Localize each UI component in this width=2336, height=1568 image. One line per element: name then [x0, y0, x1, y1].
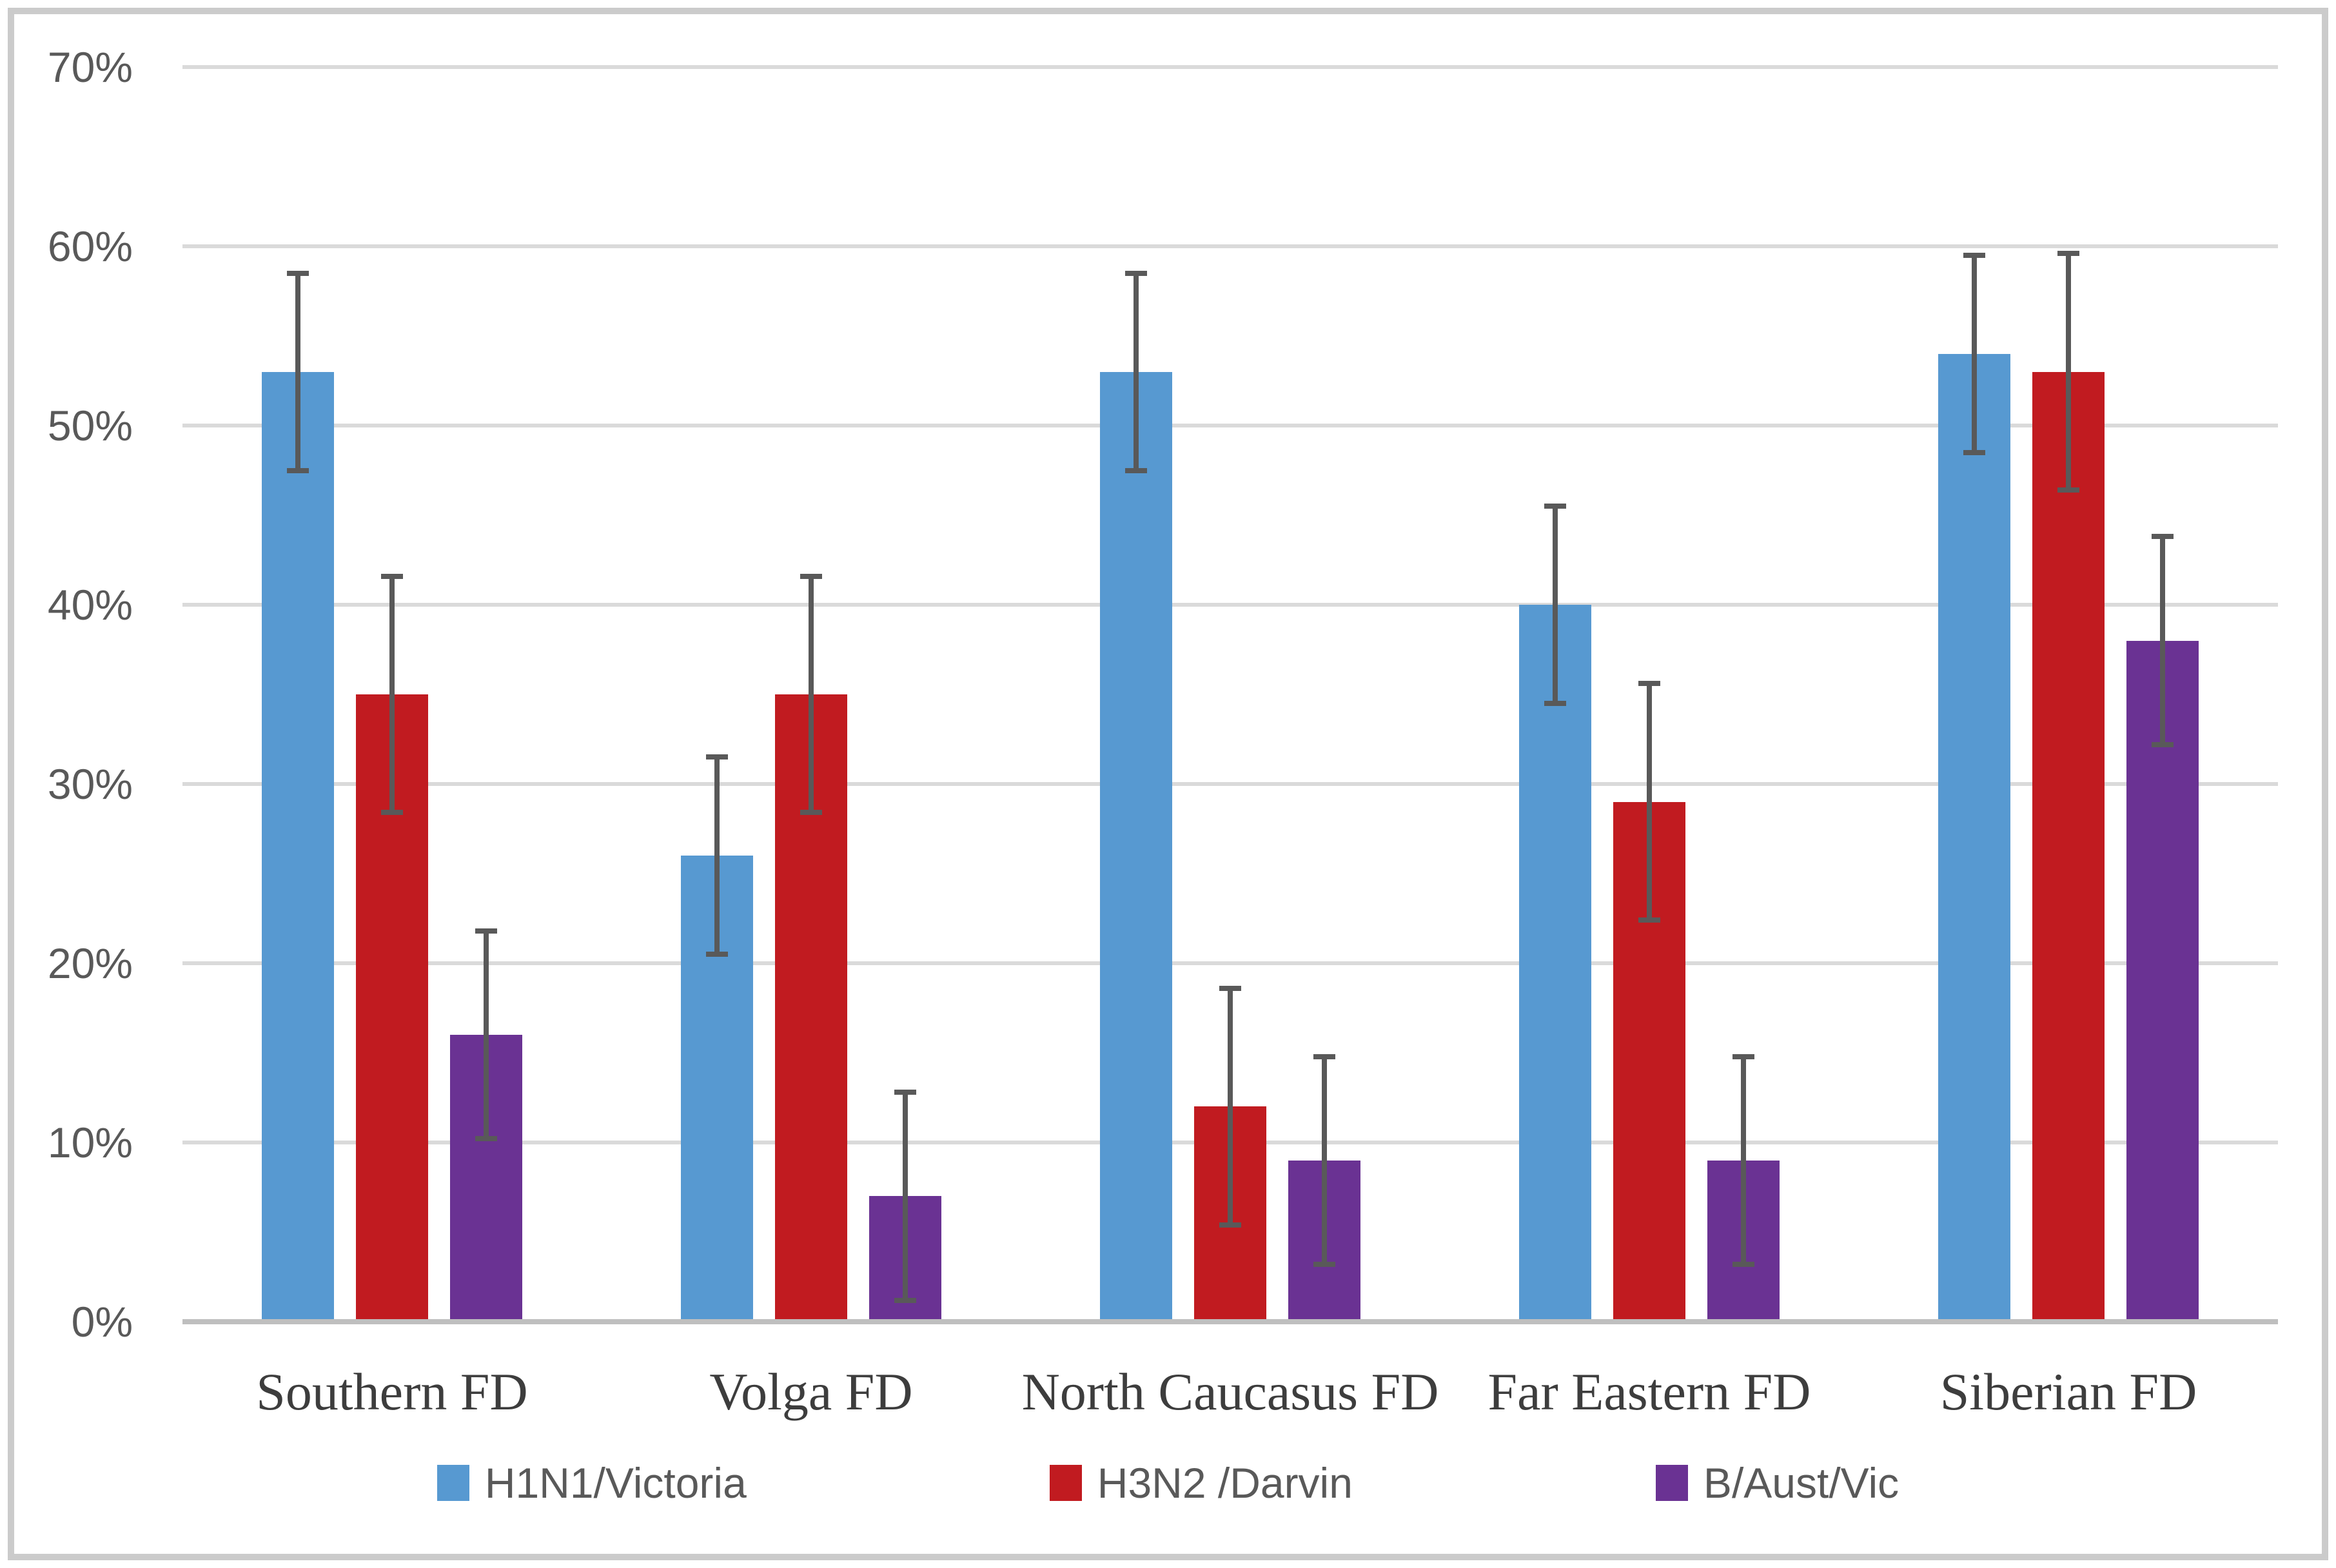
error-bar-b-aust-vic-north-caucasus-fd [1322, 1056, 1327, 1265]
legend-label-b-aust-vic: B/Aust/Vic [1703, 1459, 1899, 1507]
x-axis-label-north-caucasus-fd: North Caucasus FD [1021, 1362, 1439, 1421]
error-bar-cap-top [1313, 1054, 1335, 1059]
error-bar-cap-bottom [2152, 741, 2174, 747]
error-bar-cap-bottom [475, 1136, 497, 1142]
legend-label-h1n1-victoria: H1N1/Victoria [484, 1459, 747, 1507]
error-bar-h1n1-victoria-north-caucasus-fd [1134, 273, 1139, 471]
error-bar-cap-bottom [894, 1297, 916, 1303]
y-tick-label-70: 70% [47, 43, 133, 91]
bar-h1n1-victoria-southern-fd [262, 371, 334, 1322]
error-bar-h1n1-victoria-southern-fd [295, 273, 300, 471]
error-bar-b-aust-vic-southern-fd [484, 930, 489, 1139]
error-bar-cap-bottom [381, 810, 403, 816]
bar-b-aust-vic-siberian-fd [2126, 640, 2199, 1322]
error-bar-cap-top [800, 573, 822, 579]
error-bar-cap-bottom [2057, 487, 2079, 493]
legend-item-h3n2-darvin: H3N2 /Darvin [1049, 1458, 1353, 1507]
gridline-30 [182, 782, 2278, 786]
error-bar-cap-bottom [1544, 700, 1566, 706]
y-tick-label-20: 20% [47, 939, 133, 987]
x-axis-label-southern-fd: Southern FD [256, 1362, 528, 1421]
error-bar-cap-bottom [1313, 1262, 1335, 1268]
gridline-50 [182, 424, 2278, 427]
error-bar-h1n1-victoria-far-eastern-fd [1553, 506, 1558, 703]
error-bar-b-aust-vic-volga-fd [903, 1092, 908, 1300]
error-bar-cap-top [894, 1090, 916, 1095]
y-tick-label-30: 30% [47, 760, 133, 808]
y-tick-label-0: 0% [71, 1298, 133, 1346]
bar-h1n1-victoria-far-eastern-fd [1519, 605, 1591, 1322]
legend-item-h1n1-victoria: H1N1/Victoria [437, 1458, 747, 1507]
y-tick-label-50: 50% [47, 402, 133, 449]
error-bar-cap-bottom [1219, 1222, 1241, 1228]
bar-h3n2-darvin-siberian-fd [2032, 371, 2105, 1322]
error-bar-cap-bottom [706, 952, 728, 957]
error-bar-cap-top [1544, 504, 1566, 509]
bar-h1n1-victoria-north-caucasus-fd [1100, 371, 1172, 1322]
error-bar-h3n2-darvin-far-eastern-fd [1647, 683, 1652, 921]
error-bar-cap-top [1732, 1054, 1754, 1059]
error-bar-cap-top [381, 573, 403, 579]
gridline-70 [182, 65, 2278, 69]
gridline-40 [182, 603, 2278, 607]
error-bar-cap-top [475, 928, 497, 934]
error-bar-cap-top [287, 270, 309, 276]
error-bar-h3n2-darvin-southern-fd [389, 576, 395, 813]
legend-item-b-aust-vic: B/Aust/Vic [1655, 1458, 1899, 1507]
legend-swatch-h3n2-darvin-icon [1049, 1465, 1082, 1501]
legend-swatch-b-aust-vic-icon [1655, 1465, 1688, 1501]
error-bar-cap-top [1219, 985, 1241, 991]
error-bar-cap-top [2057, 251, 2079, 257]
error-bar-b-aust-vic-far-eastern-fd [1741, 1056, 1746, 1265]
error-bar-h3n2-darvin-north-caucasus-fd [1228, 988, 1233, 1225]
legend: H1N1/Victoria H3N2 /Darvin B/Aust/Vic [0, 1458, 2336, 1507]
error-bar-b-aust-vic-siberian-fd [2160, 536, 2165, 745]
bar-h1n1-victoria-siberian-fd [1938, 353, 2010, 1322]
x-axis-line [182, 1319, 2278, 1324]
error-bar-cap-top [2152, 534, 2174, 540]
error-bar-cap-top [706, 754, 728, 760]
error-bar-cap-top [1963, 252, 1985, 258]
error-bar-cap-bottom [1963, 449, 1985, 455]
error-bar-cap-top [1125, 270, 1147, 276]
error-bar-h3n2-darvin-volga-fd [809, 576, 814, 813]
y-tick-label-40: 40% [47, 581, 133, 629]
gridline-60 [182, 244, 2278, 248]
legend-label-h3n2-darvin: H3N2 /Darvin [1097, 1459, 1353, 1507]
error-bar-h3n2-darvin-siberian-fd [2066, 253, 2071, 491]
y-tick-label-60: 60% [47, 222, 133, 270]
error-bar-h1n1-victoria-siberian-fd [1972, 255, 1977, 453]
error-bar-h1n1-victoria-volga-fd [714, 757, 720, 955]
error-bar-cap-bottom [1732, 1262, 1754, 1268]
error-bar-cap-top [1638, 681, 1660, 687]
error-bar-cap-bottom [1638, 917, 1660, 923]
x-axis-label-siberian-fd: Siberian FD [1939, 1362, 2197, 1421]
error-bar-cap-bottom [1125, 467, 1147, 473]
gridline-20 [182, 961, 2278, 965]
error-bar-cap-bottom [800, 810, 822, 816]
y-tick-label-10: 10% [47, 1119, 133, 1166]
x-axis-label-volga-fd: Volga FD [709, 1362, 913, 1421]
error-bar-cap-bottom [287, 467, 309, 473]
legend-swatch-h1n1-victoria-icon [437, 1465, 469, 1501]
x-axis-label-far-eastern-fd: Far Eastern FD [1487, 1362, 1811, 1421]
